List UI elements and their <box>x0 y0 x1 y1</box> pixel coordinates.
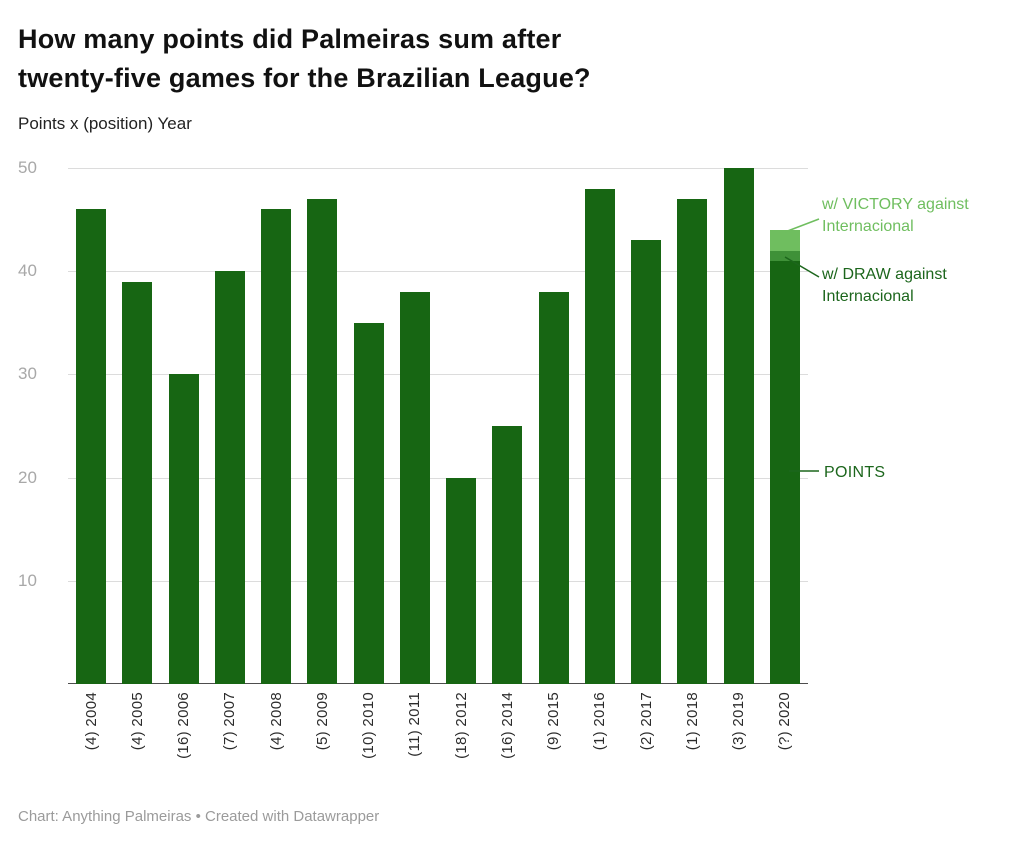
plot-area <box>68 168 808 684</box>
x-label-slot: (5) 2009 <box>299 692 345 787</box>
bar-12018 <box>677 198 708 684</box>
x-label-slot: (9) 2015 <box>531 692 577 787</box>
points-segment <box>769 260 800 684</box>
x-tick-label: (1) 2018 <box>683 692 701 751</box>
bar-slot <box>299 198 345 684</box>
bar-slot <box>669 198 715 684</box>
y-tick-label-10: 10 <box>18 570 37 590</box>
x-label-slot: (4) 2008 <box>253 692 299 787</box>
bar-slot <box>484 426 530 684</box>
bar-slot <box>762 229 808 684</box>
bar-92015 <box>538 291 569 684</box>
gridline-10 <box>68 580 808 582</box>
bars-container <box>68 168 808 684</box>
title-line-1: How many points did Palmeiras sum after <box>18 24 562 54</box>
x-tick-label: (3) 2019 <box>730 692 748 751</box>
x-label-slot: (4) 2004 <box>68 692 114 787</box>
x-label-slot: (4) 2005 <box>114 692 160 787</box>
bar-slot <box>716 168 762 684</box>
x-axis-line <box>68 683 808 684</box>
bar-slot <box>531 291 577 684</box>
y-tick-label-50: 50 <box>18 158 37 177</box>
bar-42004 <box>76 209 107 684</box>
x-tick-label: (4) 2008 <box>267 692 285 751</box>
bar-slot <box>253 209 299 684</box>
x-tick-label: (5) 2009 <box>313 692 331 751</box>
annotation-draw: w/ DRAW against Internacional <box>822 266 947 305</box>
stacked-bar-2020 <box>769 229 800 684</box>
bar-slot <box>207 271 253 684</box>
y-tick-label-20: 20 <box>18 467 37 487</box>
bar-slot <box>623 240 669 684</box>
bar-22017 <box>631 240 662 684</box>
bar-slot <box>68 209 114 684</box>
chart-area: (4) 2004 (4) 2005 (16) 2006 (7) 2007 (4) 200… <box>18 158 1005 787</box>
x-label-slot: (16) 2014 <box>484 692 530 787</box>
x-label-slot: (10) 2010 <box>346 692 392 787</box>
bar-slot <box>438 477 484 684</box>
x-tick-label: (16) 2006 <box>175 692 193 759</box>
x-label-slot: (18) 2012 <box>438 692 484 787</box>
x-label-slot: (7) 2007 <box>207 692 253 787</box>
victory-segment <box>769 229 800 251</box>
y-tick-label-40: 40 <box>18 261 37 281</box>
x-label-slot: (11) 2011 <box>392 692 438 787</box>
bar-slot <box>114 281 160 684</box>
bar-12016 <box>584 188 615 684</box>
x-label-slot: (2) 2017 <box>623 692 669 787</box>
gridline-20 <box>68 477 808 479</box>
x-tick-label: (10) 2010 <box>360 692 378 759</box>
x-axis-labels: (4) 2004 (4) 2005 (16) 2006 (7) 2007 (4) 200… <box>68 692 808 787</box>
x-tick-label: (9) 2015 <box>545 692 563 751</box>
bar-slot <box>577 188 623 684</box>
annotation-victory: w/ VICTORY against Internacional <box>822 196 969 235</box>
bar-162014 <box>492 426 523 684</box>
bar-slot <box>161 374 207 684</box>
page-title: How many points did Palmeiras sum after … <box>18 20 1005 98</box>
bar-182012 <box>446 477 477 684</box>
x-tick-label: (7) 2007 <box>221 692 239 751</box>
x-label-slot: (16) 2006 <box>161 692 207 787</box>
bar-42008 <box>261 209 292 684</box>
x-label-slot: (1) 2018 <box>669 692 715 787</box>
bar-slot <box>392 291 438 684</box>
x-tick-label: (4) 2005 <box>128 692 146 751</box>
x-tick-label: (?) 2020 <box>776 692 794 751</box>
x-tick-label: (2) 2017 <box>637 692 655 751</box>
annotation-points: POINTS <box>824 464 886 481</box>
draw-segment <box>769 250 800 261</box>
bar-42005 <box>122 281 153 684</box>
draw-connector-line <box>784 256 820 278</box>
title-line-2: twenty-five games for the Brazilian Leag… <box>18 63 591 93</box>
gridline-50 <box>68 168 808 169</box>
x-tick-label: (11) 2011 <box>406 692 424 757</box>
bar-52009 <box>307 198 338 684</box>
annotation-connectors <box>784 218 820 472</box>
x-label-slot: (3) 2019 <box>716 692 762 787</box>
x-label-slot: (1) 2016 <box>577 692 623 787</box>
attribution-footer: Chart: Anything Palmeiras • Created with… <box>18 808 380 825</box>
bar-102010 <box>353 322 384 684</box>
bar-112011 <box>399 291 430 684</box>
bar-162006 <box>168 374 199 684</box>
bar-slot <box>346 322 392 684</box>
x-tick-label: (1) 2016 <box>591 692 609 751</box>
chart-subtitle: Points x (position) Year <box>18 114 192 133</box>
victory-connector-line <box>784 218 820 233</box>
x-tick-label: (18) 2012 <box>452 692 470 759</box>
bar-32019 <box>723 168 754 684</box>
gridline-30 <box>68 374 808 376</box>
bar-72007 <box>214 271 245 684</box>
x-tick-label: (16) 2014 <box>498 692 516 759</box>
y-tick-label-30: 30 <box>18 364 37 384</box>
gridline-40 <box>68 271 808 273</box>
x-label-slot: (?) 2020 <box>762 692 808 787</box>
x-tick-label: (4) 2004 <box>82 692 100 751</box>
